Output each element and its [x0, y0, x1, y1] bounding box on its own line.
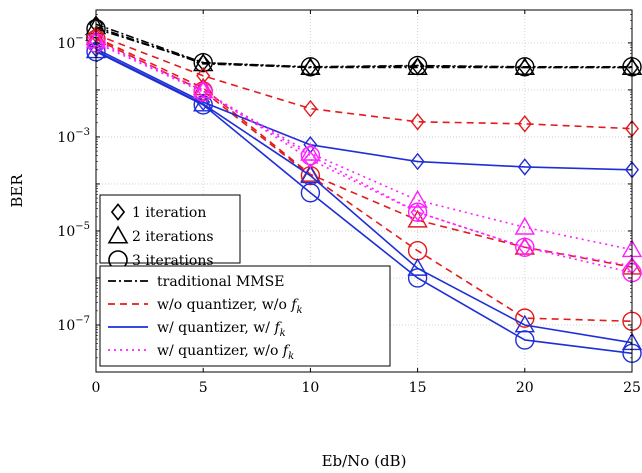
marker-circle	[193, 82, 213, 102]
marker-diamond	[517, 238, 532, 257]
marker-legend: 1 iteration 2 iterations 3 iterations	[99, 194, 241, 270]
x-tick-label: 5	[199, 380, 208, 396]
marker-circle	[407, 202, 428, 222]
series-line	[95, 38, 633, 323]
series-q_nof-triangle	[85, 30, 642, 258]
marker-diamond	[410, 113, 425, 131]
series-line	[95, 36, 633, 268]
x-tick-label: 20	[516, 380, 534, 396]
marker-circle	[407, 55, 428, 76]
series-line	[95, 26, 632, 69]
marker-circle	[515, 308, 535, 328]
marker-circle	[515, 237, 535, 257]
marker-circle	[300, 145, 321, 166]
marker-diamond	[110, 203, 126, 221]
marker-triangle	[407, 189, 428, 208]
x-tick-label: 15	[409, 380, 427, 396]
marker-circle	[300, 57, 321, 77]
x-tick-label: 10	[301, 380, 319, 396]
line-style-legend: traditional MMSE w/o quantizer, w/o fk w/ …	[99, 265, 391, 367]
marker-triangle	[407, 209, 428, 228]
series-noq_nof-diamond	[88, 25, 640, 138]
marker-circle	[515, 330, 535, 350]
marker-circle	[407, 268, 428, 288]
series-line	[95, 48, 633, 171]
marker-triangle	[192, 80, 214, 99]
y-axis-label: BER	[8, 174, 26, 208]
marker-legend-label: 2 iterations	[132, 229, 214, 245]
marker-diamond	[410, 203, 425, 222]
axis-ticks: 0 5 10 15 20 25 10−1 10−3 10−5 10−7	[57, 9, 641, 396]
marker-legend-label: 1 iteration	[132, 205, 206, 221]
marker-triangle	[514, 314, 536, 333]
marker-triangle	[514, 216, 536, 235]
marker-legend-box	[99, 194, 241, 264]
series-q_f-diamond	[88, 40, 640, 179]
series-line	[95, 33, 633, 130]
series-line	[95, 23, 632, 69]
marker-diamond	[410, 152, 425, 171]
series-layer	[85, 15, 642, 363]
series-line	[95, 40, 633, 251]
marker-triangle	[300, 165, 321, 184]
marker-circle	[515, 57, 535, 77]
x-tick-label: 25	[623, 380, 641, 396]
x-tick-label: 0	[92, 380, 101, 396]
marker-triangle	[407, 257, 428, 276]
y-tick-label: 10−1	[57, 33, 90, 52]
line-legend-label: w/ quantizer, w/ fk	[157, 320, 286, 339]
x-axis-label: Eb/No (dB)	[322, 452, 407, 470]
marker-diamond	[517, 115, 532, 133]
marker-triangle	[107, 225, 129, 244]
marker-triangle	[300, 142, 321, 161]
y-tick-label: 10−5	[57, 221, 90, 240]
series-line	[95, 50, 633, 355]
marker-diamond	[303, 99, 318, 118]
line-legend-label: w/o quantizer, w/o fk	[157, 297, 303, 316]
marker-circle	[193, 95, 213, 115]
marker-legend-label: 3 iterations	[132, 253, 214, 269]
marker-circle	[300, 183, 321, 203]
y-tick-label: 10−3	[57, 127, 90, 146]
marker-circle	[193, 52, 213, 73]
y-tick-label: 10−7	[57, 315, 90, 334]
marker-diamond	[517, 158, 532, 176]
line-legend-label: traditional MMSE	[157, 274, 284, 290]
line-legend-label: w/ quantizer, w/o fk	[157, 343, 294, 362]
line-legend-box	[99, 265, 391, 367]
series-line	[95, 27, 632, 68]
